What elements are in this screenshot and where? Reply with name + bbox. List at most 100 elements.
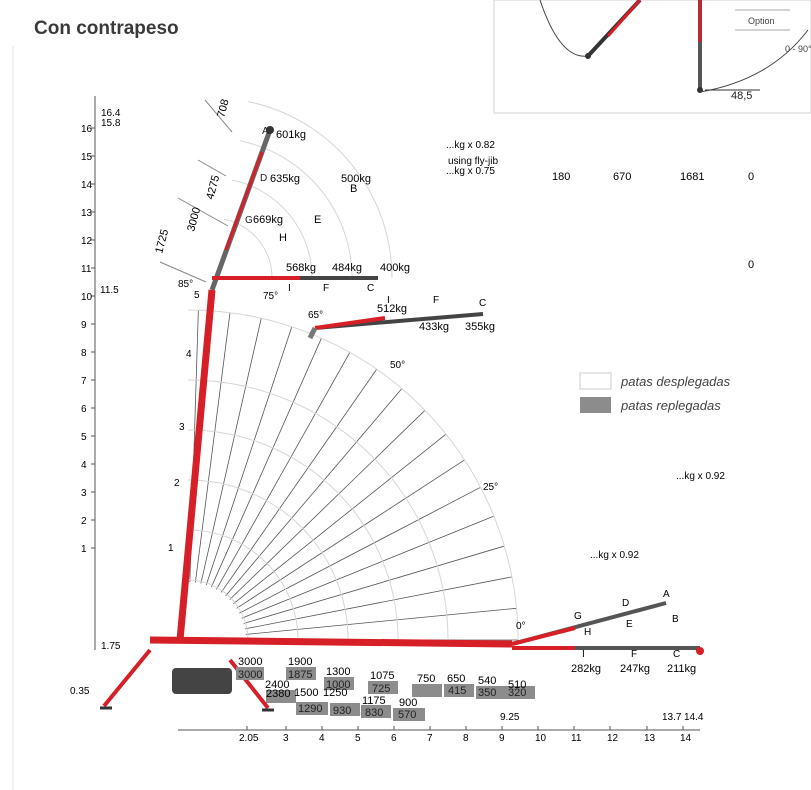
- boom-section-1: 1: [168, 543, 174, 554]
- hz-D: D: [622, 598, 629, 609]
- angle-25: 25°: [483, 482, 498, 493]
- table-cell-3: 1681: [680, 171, 704, 183]
- hz-load-I: 282kg: [571, 663, 601, 675]
- angle-0: 0°: [516, 621, 526, 632]
- y-tick-label: 12: [81, 236, 93, 247]
- cap-w-540: 540: [478, 675, 496, 687]
- x-tick-label: 3: [283, 733, 289, 744]
- jib65-I: I: [387, 295, 390, 306]
- dim-708: 708: [215, 98, 231, 119]
- hz-load-C: 211kg: [667, 663, 696, 675]
- y-extra-top-a: 16.4: [101, 108, 121, 119]
- multiplier-fly-a: ...kg x 0.82: [446, 140, 495, 151]
- label-H: H: [279, 232, 287, 244]
- table-cell-4: 0: [748, 171, 754, 183]
- jib65-load-F: 433kg: [419, 321, 449, 333]
- x-tick-label: 13: [644, 733, 656, 744]
- jib65-load-I: 512kg: [377, 303, 407, 315]
- dimension-lines: [159, 99, 233, 283]
- jib65-C: C: [479, 298, 486, 309]
- label-B: B: [350, 183, 357, 195]
- jib85-I: I: [288, 283, 291, 294]
- dim-4275: 4275: [204, 174, 222, 201]
- svg-text:A: A: [262, 126, 269, 137]
- y-tick-label: 9: [81, 320, 87, 331]
- jib65-load-C: 355kg: [465, 321, 495, 333]
- hz-B: B: [672, 614, 679, 625]
- x-tick-label: 5: [355, 733, 361, 744]
- cap-g-830: 830: [365, 707, 383, 719]
- cap-g-1290: 1290: [298, 703, 322, 715]
- y-tick-label: 11: [81, 264, 92, 275]
- x-tick-label: 10: [535, 733, 547, 744]
- capacity-boxes: [236, 667, 535, 721]
- hz-E: E: [626, 619, 633, 630]
- cap-g-725: 725: [372, 683, 390, 695]
- cap-w-750: 750: [417, 673, 435, 685]
- cap-w-1300: 1300: [326, 666, 350, 678]
- inset-option-label: Option: [748, 16, 775, 26]
- y-tick-label: 2: [81, 516, 87, 527]
- cap-g-1875: 1875: [288, 669, 312, 681]
- inset-angle-label: 0 - 90°: [785, 44, 811, 54]
- cap-g-415: 415: [448, 685, 466, 697]
- multiplier-1: ...kg x 0.92: [676, 471, 725, 482]
- page-title: Con contrapeso: [34, 18, 179, 39]
- cap-g-350: 350: [478, 687, 496, 699]
- y-tick-label: 16: [81, 124, 93, 135]
- dim-1725: 1725: [153, 228, 171, 255]
- cap-w-900: 900: [399, 697, 417, 709]
- hz-I: I: [582, 649, 585, 660]
- table-cell-1: 180: [552, 171, 570, 183]
- x-extra-c: 14.4: [684, 712, 704, 723]
- angle-75: 75°: [263, 291, 278, 302]
- cap-g-930: 930: [333, 705, 351, 717]
- x-tick-label: 6: [391, 733, 397, 744]
- cap-w-650: 650: [447, 673, 465, 685]
- svg-text:G: G: [245, 215, 253, 226]
- multiplier-2: ...kg x 0.92: [590, 550, 639, 561]
- angle-50: 50°: [390, 360, 405, 371]
- x-tick-label: 2.05: [239, 733, 259, 744]
- cap-w-1250: 1250: [323, 687, 347, 699]
- hz-F: F: [631, 649, 637, 660]
- y-tick-label: 5: [81, 432, 87, 443]
- cap-g-320: 320: [508, 687, 526, 699]
- y-tick-label: 10: [81, 292, 93, 303]
- crane-horizontal-boom: [149, 601, 704, 655]
- y-tick-label: 4: [81, 460, 87, 471]
- x-tick-label: 4: [319, 733, 325, 744]
- cap-w-1075: 1075: [370, 670, 394, 682]
- x-tick-label: 9: [499, 733, 505, 744]
- load-A: 601kg: [276, 129, 306, 141]
- y-tick-label: 14: [81, 180, 93, 191]
- x-extra-a: 9.25: [500, 712, 520, 723]
- x-extra-b: 13.7: [662, 712, 682, 723]
- x-tick-label: 12: [607, 733, 619, 744]
- table-cell-2: 670: [613, 171, 631, 183]
- jib85-load-3: 400kg: [380, 262, 410, 274]
- jib85-load-1: 568kg: [286, 262, 316, 274]
- table-cell-5: 0: [748, 259, 754, 271]
- load-D: 635kg: [270, 173, 300, 185]
- cap-w-2400: 2400: [265, 679, 289, 691]
- legend-swatch-deployed: [579, 372, 612, 390]
- boom-section-4: 4: [186, 349, 192, 360]
- jib-65: [307, 312, 484, 340]
- cap-w-1500: 1500: [294, 687, 318, 699]
- cap-w-1900: 1900: [288, 656, 312, 668]
- hz-H: H: [584, 627, 591, 638]
- cap-g-1000: 1000: [326, 679, 350, 691]
- y-tick-label: 7: [81, 376, 87, 387]
- crane-vertical-boom: [176, 126, 274, 641]
- label-E: E: [314, 214, 321, 226]
- legend-deployed: patas desplegadas: [620, 374, 731, 389]
- y-tick-label: 8: [81, 348, 87, 359]
- inset-offset-label: 48,5: [731, 90, 752, 102]
- cap-w-2380: 2380: [266, 688, 290, 700]
- y-extra-low: 1.75: [101, 641, 121, 652]
- boom-section-3: 3: [179, 422, 185, 433]
- y-tick-label: 1: [81, 544, 87, 555]
